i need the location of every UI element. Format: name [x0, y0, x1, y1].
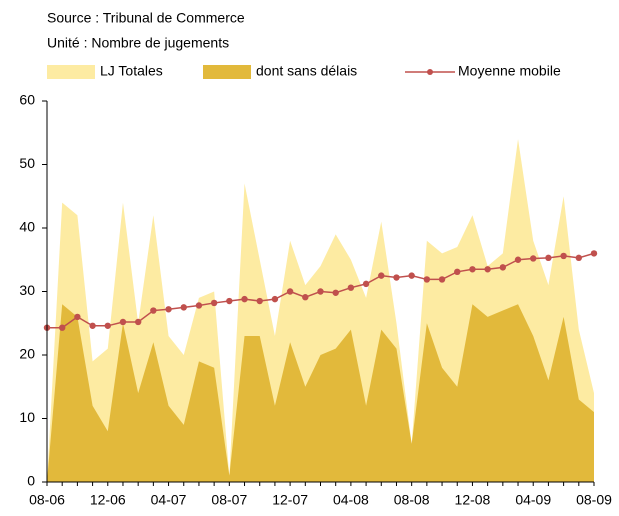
line-marker: [119, 318, 127, 326]
chart-subtitle: Source : Tribunal de Commerce: [47, 10, 245, 26]
line-marker: [530, 255, 537, 262]
line-marker: [58, 324, 66, 331]
line-marker: [241, 295, 248, 303]
y-tick-label: 30: [19, 282, 35, 298]
line-marker: [423, 276, 431, 283]
line-marker: [195, 302, 203, 309]
legend-swatch: [47, 65, 95, 79]
x-tick-label: 04-09: [515, 492, 551, 508]
line-marker: [499, 264, 507, 271]
legend-label: Moyenne mobile: [458, 63, 561, 79]
x-tick-label: 04-07: [151, 492, 187, 508]
y-tick-label: 10: [19, 409, 35, 425]
x-tick-label: 08-07: [211, 492, 247, 508]
x-tick-label: 12-07: [272, 492, 308, 508]
line-marker: [408, 272, 415, 279]
line-marker: [317, 288, 324, 295]
line-marker: [590, 250, 598, 257]
line-marker: [469, 266, 476, 273]
line-marker: [256, 297, 263, 305]
line-marker: [165, 306, 172, 313]
line-marker: [134, 318, 142, 326]
y-tick-label: 40: [19, 219, 35, 235]
y-tick-label: 60: [19, 92, 35, 108]
y-tick-label: 20: [19, 346, 35, 362]
x-tick-label: 08-08: [394, 492, 430, 508]
line-marker: [575, 254, 583, 262]
line-marker: [332, 289, 339, 296]
legend-swatch: [203, 65, 251, 79]
y-tick-label: 50: [19, 155, 35, 171]
legend-label: LJ Totales: [100, 63, 163, 79]
y-tick-label: 0: [27, 473, 35, 489]
line-marker: [302, 294, 309, 301]
line-marker: [150, 307, 157, 314]
line-marker: [362, 280, 370, 288]
x-tick-label: 12-08: [455, 492, 491, 508]
line-marker: [438, 276, 446, 283]
line-marker: [286, 288, 294, 295]
line-marker: [104, 322, 111, 329]
line-marker: [560, 252, 567, 260]
line-marker: [89, 322, 96, 329]
line-marker: [393, 274, 400, 281]
legend-label: dont sans délais: [256, 63, 357, 79]
line-marker: [545, 254, 552, 262]
legend-marker: [427, 69, 433, 75]
line-marker: [514, 256, 522, 263]
x-tick-label: 08-09: [576, 492, 612, 508]
line-marker: [74, 313, 81, 321]
area: [47, 304, 594, 482]
x-tick-label: 12-06: [90, 492, 126, 508]
line-marker: [484, 266, 491, 273]
line-marker: [180, 304, 187, 311]
x-tick-label: 04-08: [333, 492, 369, 508]
line-marker: [226, 297, 233, 305]
line-marker: [378, 272, 385, 279]
line-marker: [347, 284, 355, 291]
line-marker: [210, 299, 218, 307]
unit-label: Unité : Nombre de jugements: [47, 35, 229, 51]
x-tick-label: 08-06: [29, 492, 65, 508]
line-marker: [454, 268, 461, 276]
line-marker: [271, 295, 279, 303]
